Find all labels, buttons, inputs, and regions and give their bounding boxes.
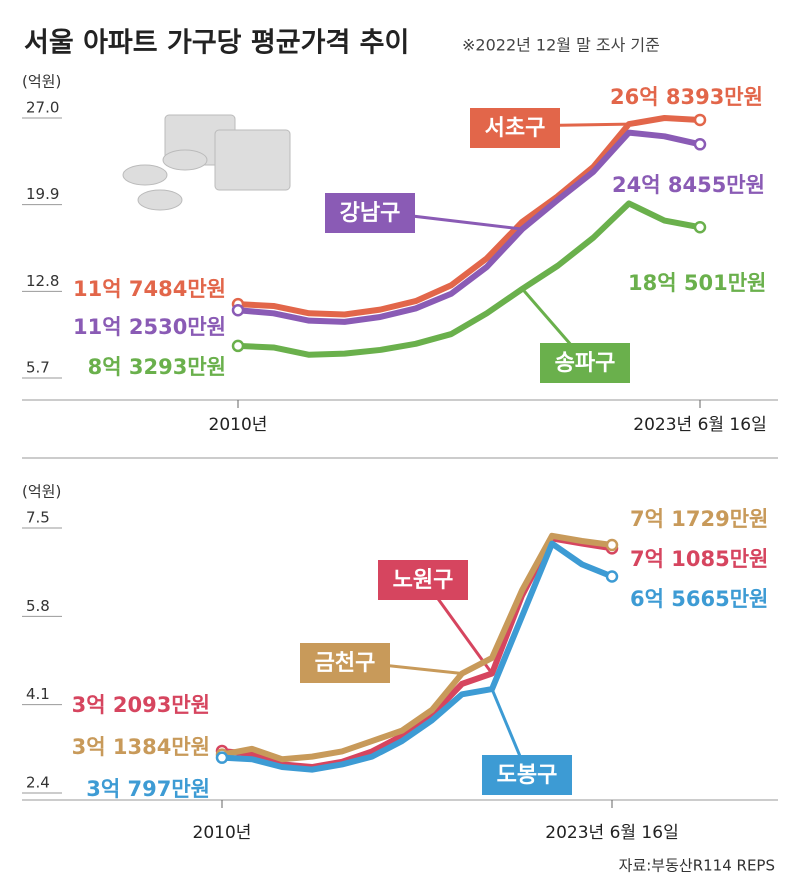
legend-label: 강남구 xyxy=(340,201,401,226)
legend-box xyxy=(540,343,630,383)
y-tick-label: 4.1 xyxy=(26,685,50,703)
y-tick-label: 2.4 xyxy=(26,774,50,792)
chart-title: 서울 아파트 가구당 평균가격 추이 xyxy=(24,28,409,59)
end-point xyxy=(693,113,707,127)
y-tick-label: 5.8 xyxy=(26,597,50,615)
value-label: 3억 797만원 xyxy=(86,777,210,801)
legend-label: 노원구 xyxy=(393,568,454,593)
y-tick-label: 19.9 xyxy=(26,185,59,203)
source: 자료:부동산R114 REPS xyxy=(619,857,775,875)
series-line xyxy=(237,200,701,358)
value-label: 3억 1384만원 xyxy=(72,735,210,759)
x-tick-label: 2010년 xyxy=(193,823,252,843)
value-label: 26억 8393만원 xyxy=(610,85,763,109)
value-label: 8억 3293만원 xyxy=(88,355,226,379)
value-label: 6억 5665만원 xyxy=(630,587,768,611)
y-tick-label: 7.5 xyxy=(26,509,50,527)
value-label: 11억 2530만원 xyxy=(73,315,226,339)
end-point xyxy=(693,220,707,234)
y-tick-label: 27.0 xyxy=(26,99,59,117)
end-point xyxy=(605,538,619,552)
money-icon xyxy=(122,114,291,211)
x-tick-label: 2023년 6월 16일 xyxy=(545,823,678,843)
value-label: 7억 1085만원 xyxy=(630,547,768,571)
series-line xyxy=(221,532,613,763)
value-label: 11억 7484만원 xyxy=(73,277,226,301)
x-tick-label: 2023년 6월 16일 xyxy=(633,415,766,435)
legend-box xyxy=(300,643,390,683)
end-point xyxy=(231,303,245,317)
value-label: 24억 8455만원 xyxy=(612,173,765,197)
value-label: 18억 501만원 xyxy=(628,271,766,295)
end-point xyxy=(231,339,245,353)
legend-box xyxy=(325,193,415,233)
legend-box xyxy=(482,755,572,795)
value-label: 7억 1729만원 xyxy=(630,507,768,531)
legend-label: 송파구 xyxy=(555,351,616,376)
end-point xyxy=(693,138,707,151)
x-tick-label: 2010년 xyxy=(209,415,268,435)
series-line xyxy=(237,129,701,325)
legend-label: 서초구 xyxy=(485,116,546,141)
end-point xyxy=(605,570,619,583)
legend-box xyxy=(470,108,560,148)
legend-label: 도봉구 xyxy=(497,763,558,788)
y-unit: (억원) xyxy=(22,73,61,91)
series-line xyxy=(221,540,614,773)
y-tick-label: 12.8 xyxy=(26,272,59,290)
value-label: 3억 2093만원 xyxy=(72,693,210,717)
series-line xyxy=(237,115,701,318)
y-unit: (억원) xyxy=(22,483,61,501)
legend-box xyxy=(378,560,468,600)
legend-label: 금천구 xyxy=(315,651,376,676)
chart-subtitle: ※2022년 12월 말 조사 기준 xyxy=(462,36,660,55)
end-point xyxy=(215,751,229,764)
y-tick-label: 5.7 xyxy=(26,359,50,377)
